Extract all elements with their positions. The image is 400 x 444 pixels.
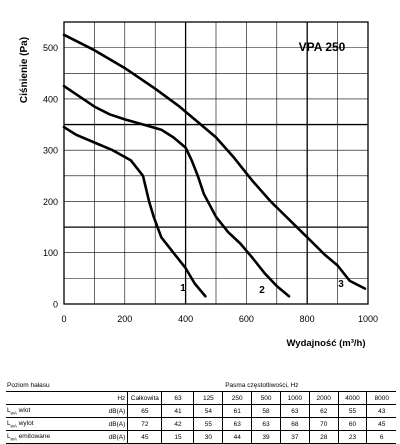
band-header: Pasma częstotliwości, Hz xyxy=(127,379,396,392)
table-cell: 58 xyxy=(251,404,281,418)
table-cell: 63 xyxy=(251,417,281,431)
curve-label-2: 2 xyxy=(259,285,265,296)
y-tick-label: 300 xyxy=(43,146,58,156)
table-cell: 23 xyxy=(337,430,367,444)
column-header: 63 xyxy=(161,391,194,405)
x-tick-labels: 0 200 400 600 800 1000 xyxy=(61,314,378,324)
table-cell: 55 xyxy=(337,404,367,418)
table-cell: 37 xyxy=(279,430,310,444)
table-cell: 70 xyxy=(308,417,339,431)
table-cell: 44 xyxy=(222,430,252,444)
x-tick-label: 0 xyxy=(61,314,66,324)
y-tick-label: 0 xyxy=(53,300,58,310)
table-cell: 43 xyxy=(366,404,396,418)
grid xyxy=(64,22,368,304)
table-cell: 28 xyxy=(308,430,339,444)
table-cell: 6 xyxy=(366,430,396,444)
y-tick-label: 100 xyxy=(43,248,58,258)
plot-frame xyxy=(63,21,369,305)
table-cell: 41 xyxy=(161,404,194,418)
column-header: 500 xyxy=(251,391,281,405)
y-axis-label: Ciśnienie (Pa) xyxy=(19,37,30,103)
row-label: LwA wlot xyxy=(6,404,94,418)
x-tick-label: 600 xyxy=(239,314,254,324)
table-cell: 39 xyxy=(251,430,281,444)
table-cell: 45 xyxy=(127,430,162,444)
curves: 1 2 3 xyxy=(62,33,367,298)
table-cell: 63 xyxy=(279,404,310,418)
x-tick-label: 1000 xyxy=(358,314,378,324)
table-cell: 68 xyxy=(279,417,310,431)
curve-3 xyxy=(62,33,367,290)
y-tick-label: 400 xyxy=(43,94,58,104)
x-tick-label: 200 xyxy=(117,314,132,324)
row-label: LwA emitowane xyxy=(6,430,94,444)
column-header: 2000 xyxy=(308,391,339,405)
table-cell: 65 xyxy=(127,404,162,418)
y-tick-label: 200 xyxy=(43,197,58,207)
row-label: LwA wylot xyxy=(6,417,94,431)
table-cell: 72 xyxy=(127,417,162,431)
row-unit: dB(A) xyxy=(93,417,128,431)
curve-1 xyxy=(62,125,207,298)
table-title: Poziom hałasu xyxy=(6,379,94,392)
column-header-row: Hz Całkowita 63 125 250 500 1000 2000 4000 8000 xyxy=(6,391,396,405)
curve-label-3: 3 xyxy=(338,279,344,290)
column-header: 1000 xyxy=(279,391,310,405)
table-cell: 63 xyxy=(222,417,252,431)
x-tick-label: 800 xyxy=(300,314,315,324)
table-cell: 30 xyxy=(193,430,223,444)
table-cell: 54 xyxy=(193,404,223,418)
table-cell: 45 xyxy=(366,417,396,431)
column-header: 4000 xyxy=(337,391,367,405)
column-header: 125 xyxy=(193,391,223,405)
table-header-row: Poziom hałasu Pasma częstotliwości, Hz xyxy=(6,379,396,392)
row-unit: dB(A) xyxy=(93,430,128,444)
table-cell: 55 xyxy=(193,417,223,431)
curve-label-1: 1 xyxy=(180,283,186,294)
hz-label: Hz xyxy=(93,391,128,405)
table-cell: 60 xyxy=(337,417,367,431)
column-header: Całkowita xyxy=(127,391,162,405)
table-cell: 62 xyxy=(308,404,339,418)
fan-curve-chart: 0 100 200 300 400 500 0 200 400 600 800 1000 1 2 3 V… xyxy=(19,21,378,349)
x-tick-label: 400 xyxy=(178,314,193,324)
curve-2 xyxy=(62,84,291,298)
chart-title: VPA 250 xyxy=(299,40,346,54)
column-header: 250 xyxy=(222,391,252,405)
table-cell: 15 xyxy=(161,430,194,444)
table-cell: 61 xyxy=(222,404,252,418)
row-unit: dB(A) xyxy=(93,404,128,418)
noise-table: Poziom hałasu Pasma częstotliwości, Hz H… xyxy=(6,379,396,444)
table-cell: 42 xyxy=(161,417,194,431)
y-tick-label: 500 xyxy=(43,43,58,53)
table-row: LwA wylot dB(A) 72 42 55 63 63 68 70 60 45 xyxy=(6,417,396,431)
y-tick-labels: 0 100 200 300 400 500 xyxy=(43,43,58,309)
x-axis-label: Wydajność (m³/h) xyxy=(287,338,366,349)
table-row: LwA emitowane dB(A) 45 15 30 44 39 37 28 23 6 xyxy=(6,430,396,444)
column-header: 8000 xyxy=(366,391,396,405)
table-row: LwA wlot dB(A) 65 41 54 61 58 63 62 55 43 xyxy=(6,404,396,418)
